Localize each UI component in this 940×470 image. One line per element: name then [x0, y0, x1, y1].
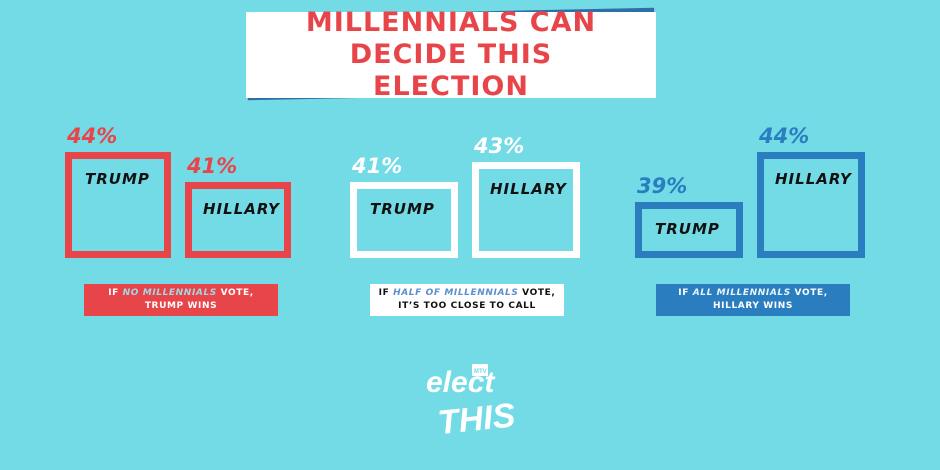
caption-emphasis: NO MILLENNIALS: [122, 288, 217, 298]
caption-line1: IF NO MILLENNIALS VOTE,: [84, 287, 278, 300]
logo-word-this: THIS: [436, 396, 517, 442]
bar-trump: [635, 202, 743, 258]
caption-emphasis: ALL MILLENNIALS: [692, 288, 791, 298]
result-caption: IF NO MILLENNIALS VOTE, TRUMP WINS: [84, 284, 278, 316]
caption-line2: IT’S TOO CLOSE TO CALL: [398, 301, 536, 311]
caption-emphasis: HALF OF MILLENNIALS: [393, 288, 519, 298]
caption-suffix: VOTE,: [790, 288, 828, 298]
caption-prefix: IF: [678, 288, 693, 298]
bar-value-label: 41%: [187, 154, 238, 178]
mtv-badge: [472, 364, 488, 376]
bar-hillary: [757, 152, 865, 258]
bar-hillary: [472, 162, 580, 258]
bar-category-label: TRUMP: [85, 170, 150, 188]
bar-value-label: 44%: [759, 124, 810, 148]
bar-value-label: 41%: [352, 154, 403, 178]
mtv-badge-text: MTV: [474, 369, 487, 375]
page-title: MILLENNIALS CAN DECIDE THIS ELECTION: [305, 7, 597, 102]
caption-prefix: IF: [378, 288, 394, 298]
bar-value-label: 39%: [637, 174, 688, 198]
caption-line2: TRUMP WINS: [144, 301, 218, 311]
caption-suffix: VOTE,: [216, 288, 254, 298]
caption-suffix: VOTE,: [518, 288, 556, 298]
bar-category-label: TRUMP: [655, 220, 720, 238]
caption-line1: IF HALF OF MILLENNIALS VOTE,: [370, 287, 564, 300]
result-caption: IF HALF OF MILLENNIALS VOTE, IT’S TOO CLO…: [370, 284, 564, 316]
bar-value-label: 43%: [474, 134, 525, 158]
bar-value-label: 44%: [67, 124, 118, 148]
bar-category-label: HILLARY: [490, 180, 567, 198]
caption-prefix: IF: [108, 288, 123, 298]
bar-hillary: [185, 182, 291, 258]
title-box: MILLENNIALS CAN DECIDE THIS ELECTION: [246, 7, 656, 102]
result-caption: IF ALL MILLENNIALS VOTE, HILLARY WINS: [656, 284, 850, 316]
bar-category-label: TRUMP: [370, 200, 435, 218]
bar-trump: [350, 182, 458, 258]
caption-line2: HILLARY WINS: [713, 301, 793, 311]
bar-category-label: HILLARY: [203, 200, 280, 218]
elect-this-logo: elect THIS MTV: [426, 364, 517, 442]
bar-trump: [65, 152, 171, 258]
caption-line1: IF ALL MILLENNIALS VOTE,: [656, 287, 850, 300]
bar-category-label: HILLARY: [775, 170, 852, 188]
